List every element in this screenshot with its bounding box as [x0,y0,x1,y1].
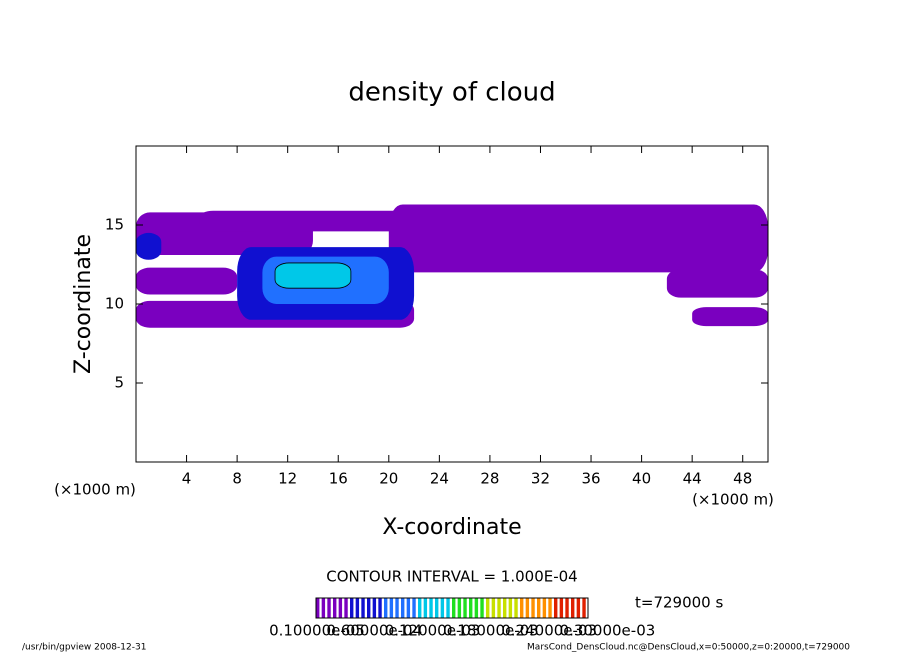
chart-title: density of cloud [348,78,555,108]
colorbar-stripe [542,598,547,618]
colorbar-label: 0.18000e-03 [443,622,539,640]
cloud-patch [136,232,162,260]
cloud-patch [666,269,768,298]
x-unit: (×1000 m) [692,491,774,509]
cloud-patch [274,262,352,289]
x-tick-label: 24 [430,470,449,488]
colorbar-stripe [491,598,496,618]
colorbar-stripe [406,598,411,618]
colorbar-stripe [457,598,462,618]
colorbar-stripe [497,598,501,618]
colorbar-stripe [344,598,348,618]
colorbar-frame [315,597,589,619]
x-tick-label: 28 [480,470,499,488]
colorbar-stripe [440,598,445,618]
colorbar-stripe [474,598,479,618]
colorbar-stripe [463,598,467,618]
colorbar-stripe [361,598,365,618]
colorbar-stripe [372,598,377,618]
x-tick-label: 40 [632,470,651,488]
colorbar-stripe [486,598,490,618]
x-axis-title: X-coordinate [382,515,521,540]
y-tick-label: 5 [114,374,124,392]
colorbar-stripe [389,598,394,618]
colorbar-stripe [418,598,422,618]
colorbar-stripe [508,598,513,618]
colorbar-stripe [401,598,405,618]
footer-right: MarsCond_DensCloud.nc@DensCloud,x=0:5000… [527,643,850,653]
colorbar-stripe [316,598,320,618]
colorbar-stripe [520,598,524,618]
colorbar-stripe [367,598,371,618]
colorbar-stripe [525,598,530,618]
colorbar-stripe [571,598,575,618]
colorbar-stripe [503,598,507,618]
colorbar-stripe [333,598,337,618]
colorbar-stripe [412,598,416,618]
colorbar-stripe [429,598,433,618]
x-tick-label: 4 [182,470,192,488]
colorbar-stripe [423,598,428,618]
colorbar-label: 0.12000e-03 [385,622,481,640]
x-tick-label: 16 [329,470,348,488]
colorbar-stripe [327,598,331,618]
colorbar-stripe [559,598,564,618]
colorbar-stripe [514,598,518,618]
colorbar-label: 0.10000e-05 [269,622,365,640]
x-tick-label: 20 [379,470,398,488]
colorbar-stripe [582,598,586,618]
colorbar-label: 0.60000e-04 [326,622,422,640]
colorbar-stripe [435,598,439,618]
x-tick-label: 32 [531,470,550,488]
x-tick-label: 8 [232,470,242,488]
colorbar-label: 0.24000e-03 [501,622,597,640]
colorbar-stripe [554,598,558,618]
colorbar-label: 0.30000e-03 [560,622,656,640]
y-unit: (×1000 m) [54,481,136,499]
colorbar-stripe [355,598,360,618]
colorbar-stripe [548,598,552,618]
y-tick-label: 10 [105,295,124,313]
colorbar-stripe [576,598,581,618]
colorbar-stripe [537,598,541,618]
x-tick-label: 36 [581,470,600,488]
colorbar-stripe [480,598,484,618]
y-axis-title: Z-coordinate [71,234,96,374]
y-tick-label: 15 [105,216,124,234]
colorbar-stripe [452,598,456,618]
colorbar-stripe [350,598,354,618]
x-tick-label: 12 [278,470,297,488]
cloud-patch [136,267,238,295]
colorbar-stripe [469,598,473,618]
colorbar-stripe [531,598,535,618]
time-label: t=729000 s [635,594,723,612]
cloud-patch [388,204,768,273]
contour-interval: CONTOUR INTERVAL = 1.000E-04 [326,568,577,586]
colorbar-stripe [384,598,388,618]
colorbar-stripe [565,598,569,618]
footer-left: /usr/bin/gpview 2008-12-31 [22,643,146,653]
cloud-patch [692,307,768,327]
colorbar-stripe [321,598,326,618]
colorbar-stripe [446,598,450,618]
colorbar-stripe [395,598,399,618]
colorbar-stripe [378,598,382,618]
x-tick-label: 48 [733,470,752,488]
colorbar-stripe [338,598,343,618]
x-tick-label: 44 [683,470,702,488]
